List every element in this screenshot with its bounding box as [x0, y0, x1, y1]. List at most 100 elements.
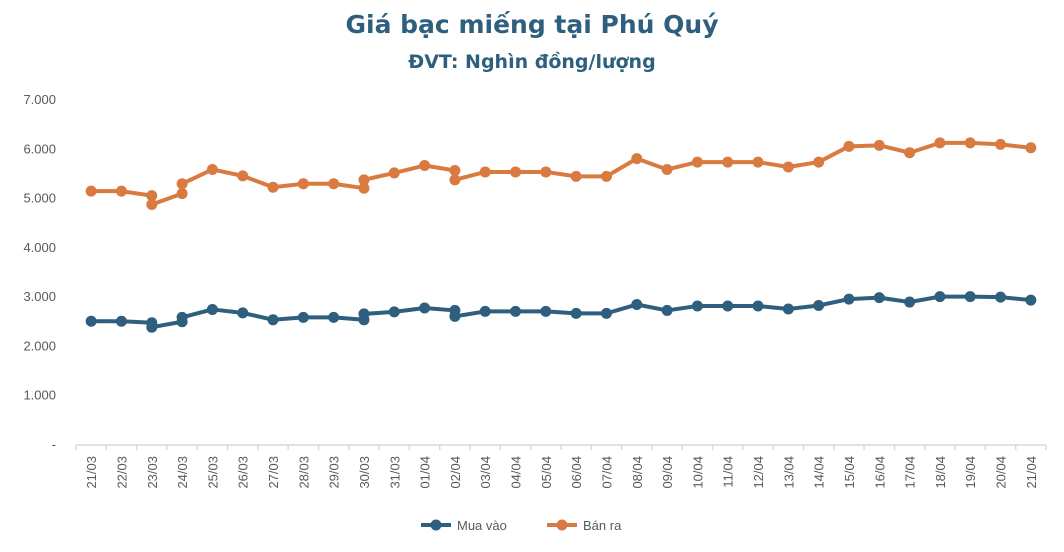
- data-point: [873, 292, 885, 304]
- x-tick-label: 22/03: [114, 456, 129, 489]
- x-tick-label: 01/04: [418, 456, 433, 489]
- data-point: [449, 174, 461, 186]
- data-point: [631, 299, 643, 311]
- legend: Mua vào Bán ra: [421, 518, 622, 533]
- series-group: [85, 137, 1037, 333]
- data-point: [176, 311, 188, 323]
- y-tick-label: 1.000: [23, 388, 56, 403]
- data-point: [782, 161, 794, 173]
- data-point: [873, 139, 885, 151]
- data-point: [813, 156, 825, 168]
- data-point: [358, 182, 370, 194]
- x-tick-label: 26/03: [236, 456, 251, 489]
- x-tick-label: 19/04: [963, 456, 978, 489]
- legend-marker-icon: [556, 519, 568, 531]
- data-point: [570, 307, 582, 319]
- data-point: [631, 153, 643, 165]
- legend-item: Mua vào: [421, 518, 507, 533]
- data-point: [813, 300, 825, 312]
- data-point: [752, 300, 764, 312]
- data-point: [328, 311, 340, 323]
- data-point: [206, 303, 218, 315]
- data-point: [964, 137, 976, 149]
- data-point: [843, 293, 855, 305]
- x-tick-label: 16/04: [872, 456, 887, 489]
- data-point: [782, 303, 794, 315]
- data-point: [237, 307, 249, 319]
- x-tick-label: 12/04: [751, 456, 766, 489]
- data-point: [328, 178, 340, 190]
- y-tick-label: 3.000: [23, 289, 56, 304]
- data-point: [570, 170, 582, 182]
- x-axis: 21/03 22/03 23/03 24/03 25/03 26/03 27/03 28/03…: [75, 444, 1047, 489]
- x-tick-label: 31/03: [387, 456, 402, 489]
- x-tick-label: 06/04: [569, 456, 584, 489]
- x-tick-label: 21/03: [84, 456, 99, 489]
- data-point: [85, 315, 97, 327]
- x-tick-label: 15/04: [842, 456, 857, 489]
- data-point: [661, 163, 673, 175]
- x-tick-label: 03/04: [478, 456, 493, 489]
- y-tick-label: 5.000: [23, 191, 56, 206]
- y-tick-label: 4.000: [23, 240, 56, 255]
- x-tick-label: 30/03: [357, 456, 372, 489]
- data-point: [237, 170, 249, 182]
- x-tick-label: 25/03: [205, 456, 220, 489]
- x-tick-label: 02/04: [448, 456, 463, 489]
- x-tick-label: 10/04: [690, 456, 705, 489]
- x-tick-label: 04/04: [509, 456, 524, 489]
- legend-label: Mua vào: [457, 518, 507, 533]
- series-line: [91, 294, 1032, 330]
- x-tick-label: 17/04: [903, 456, 918, 489]
- data-point: [540, 305, 552, 317]
- data-point: [419, 302, 431, 314]
- data-point: [843, 140, 855, 152]
- x-tick-label: 29/03: [327, 456, 342, 489]
- data-point: [388, 167, 400, 179]
- data-point: [752, 156, 764, 168]
- data-point: [661, 304, 673, 316]
- x-tick-label: 23/03: [145, 456, 160, 489]
- data-point: [479, 305, 491, 317]
- legend-label: Bán ra: [583, 518, 622, 533]
- data-point: [267, 181, 279, 193]
- data-point: [115, 315, 127, 327]
- data-point: [449, 164, 461, 176]
- data-point: [388, 306, 400, 318]
- x-tick-label: 13/04: [781, 456, 796, 489]
- x-tick-label: 20/04: [994, 456, 1009, 489]
- data-point: [995, 138, 1007, 150]
- data-point: [691, 300, 703, 312]
- data-point: [297, 178, 309, 190]
- data-point: [1025, 142, 1037, 154]
- data-point: [419, 160, 431, 172]
- x-tick-label: 27/03: [266, 456, 281, 489]
- data-point: [722, 156, 734, 168]
- data-point: [510, 305, 522, 317]
- data-point: [722, 300, 734, 312]
- y-tick-label: 6.000: [23, 141, 56, 156]
- data-point: [449, 310, 461, 322]
- series-mua-vao: [85, 291, 1037, 333]
- data-point: [206, 163, 218, 175]
- data-point: [85, 185, 97, 197]
- x-tick-label: 28/03: [296, 456, 311, 489]
- x-tick-label: 05/04: [539, 456, 554, 489]
- legend-item: Bán ra: [547, 518, 622, 533]
- data-point: [115, 185, 127, 197]
- data-point: [479, 166, 491, 178]
- y-tick-label: -: [52, 437, 56, 452]
- data-point: [934, 137, 946, 149]
- x-tick-label: 24/03: [175, 456, 190, 489]
- data-point: [904, 147, 916, 159]
- data-point: [297, 311, 309, 323]
- data-point: [510, 166, 522, 178]
- data-point: [146, 190, 158, 202]
- x-tick-label: 14/04: [812, 456, 827, 489]
- data-point: [176, 188, 188, 200]
- data-point: [540, 166, 552, 178]
- data-point: [146, 198, 158, 210]
- data-point: [176, 178, 188, 190]
- data-point: [691, 156, 703, 168]
